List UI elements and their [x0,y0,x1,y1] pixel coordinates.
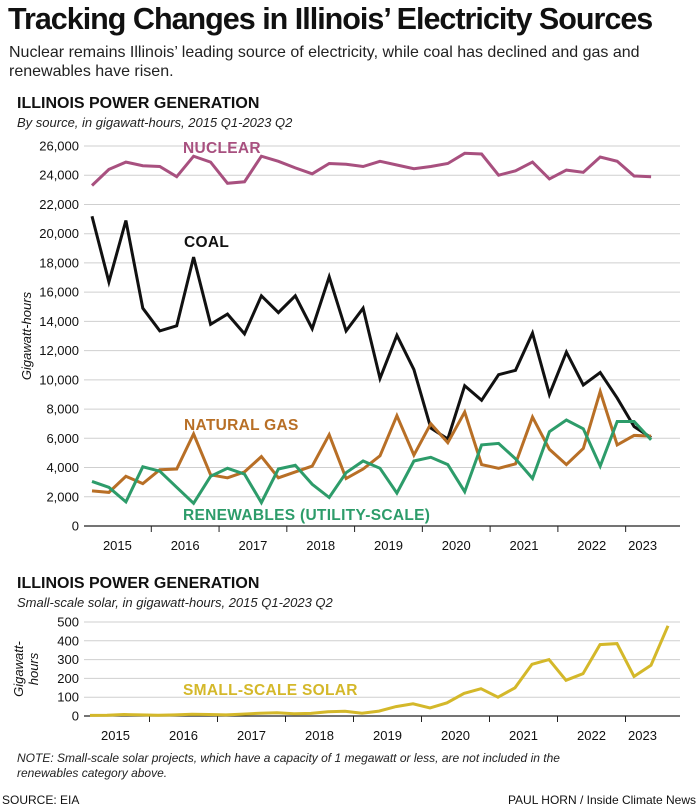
y-tick-label: 2,000 [46,489,79,504]
series-label: RENEWABLES (UTILITY-SCALE) [183,507,430,524]
series-line-2 [91,386,652,494]
chart2-title: ILLINOIS POWER GENERATION [17,575,260,592]
y-tick-label: 200 [57,671,79,686]
x-tick-label: 2019 [373,728,402,743]
chart1-subtitle: By source, in gigawatt-hours, 2015 Q1-20… [17,115,293,130]
y-tick-label: 300 [57,652,79,667]
series-line-1 [90,215,652,442]
y-tick-label: 16,000 [39,285,79,300]
series-line-0 [90,151,652,187]
y-tick-label: 24,000 [39,168,79,183]
x-tick-label: 2021 [510,538,539,553]
x-tick-label: 2021 [509,728,538,743]
series-label: NUCLEAR [183,140,261,157]
y-tick-label: 14,000 [39,314,79,329]
footnote: NOTE: Small-scale solar projects, which … [17,751,560,780]
series-line-0 [89,625,670,717]
series-label: SMALL-SCALE SOLAR [183,682,358,699]
x-tick-label: 2016 [169,728,198,743]
x-tick-label: 2023 [628,728,657,743]
y-tick-label: 4,000 [46,460,79,475]
page-subtitle: Nuclear remains Illinois’ leading source… [9,44,640,80]
y-tick-label: 20,000 [39,226,79,241]
credit-label: PAUL HORN / Inside Climate News [507,793,696,807]
x-tick-label: 2016 [171,538,200,553]
y-tick-label: 10,000 [39,372,79,387]
y-tick-label: 18,000 [39,255,79,270]
y-tick-label: 6,000 [46,431,79,446]
page-title: Tracking Changes in Illinois’ Electricit… [8,2,653,36]
series-label: COAL [184,234,229,251]
x-tick-label: 2015 [101,728,130,743]
x-tick-label: 2020 [441,728,470,743]
y-axis-label: Gigawatt-hours [11,641,41,697]
y-tick-label: 0 [72,709,79,724]
y-tick-label: 26,000 [39,139,79,154]
y-tick-label: 22,000 [39,197,79,212]
y-tick-label: 12,000 [39,343,79,358]
main-generation-chart: 0 2,000 4,000 6,000 8,000 10,000 12,000 14,000 1… [19,139,680,553]
chart2-subtitle: Small-scale solar, in gigawatt-hours, 20… [17,595,333,610]
y-tick-label: 500 [57,615,79,630]
y-tick-label: 8,000 [46,402,79,417]
x-tick-label: 2018 [305,728,334,743]
x-tick-label: 2020 [442,538,471,553]
y-tick-label: 400 [57,633,79,648]
y-tick-label: 100 [57,690,79,705]
x-tick-label: 2023 [628,538,657,553]
y-axis-label: Gigawatt-hours [19,291,34,380]
x-tick-label: 2019 [374,538,403,553]
x-tick-label: 2015 [103,538,132,553]
y-tick-label: 0 [72,519,79,534]
series-line-3 [91,418,653,506]
source-label: SOURCE: EIA [2,793,80,807]
x-tick-label: 2017 [238,538,267,553]
x-tick-label: 2022 [577,538,606,553]
x-tick-label: 2018 [306,538,335,553]
series-label: NATURAL GAS [184,417,299,434]
x-tick-label: 2022 [577,728,606,743]
x-tick-label: 2017 [237,728,266,743]
chart1-title: ILLINOIS POWER GENERATION [17,95,260,112]
